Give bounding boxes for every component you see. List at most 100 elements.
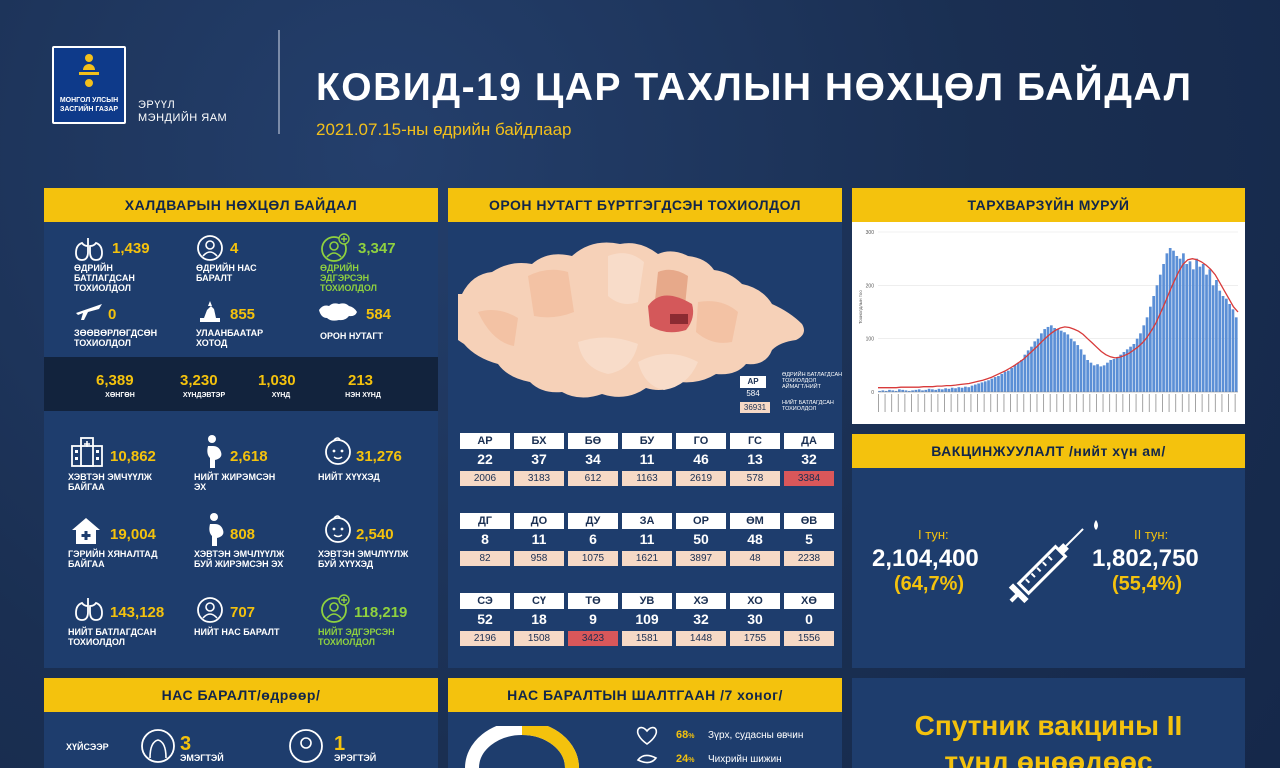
curve-bar	[1033, 341, 1037, 392]
female-deaths-label: ЭМЭГТЭЙ	[180, 753, 224, 763]
curve-bar	[1182, 253, 1185, 392]
curve-bar	[973, 384, 977, 392]
local-label: ОРОН НУТАГТ	[320, 331, 384, 341]
region-daily: 32	[693, 611, 709, 627]
curve-bar	[1142, 325, 1146, 392]
curve-bar	[1178, 258, 1182, 392]
x-tick-mark	[963, 394, 965, 412]
curve-bar	[921, 390, 924, 392]
curve-bar	[917, 389, 921, 392]
curve-bar	[1049, 325, 1053, 392]
children-label: НИЙТ ХҮҮХЭД	[318, 472, 380, 482]
legend-daily-label: ӨДРИЙН БАТЛАГДСАН ТОХИОЛДОЛ АЙМАГТ/НИЙТ	[782, 372, 843, 390]
logo-text: МОНГОЛ УЛСЫН ЗАСГИЙН ГАЗАР	[59, 97, 119, 113]
curve-bar	[884, 390, 888, 392]
region-total: 2619	[676, 471, 726, 486]
region-code: БӨ	[568, 433, 618, 449]
cause2-pct-value: 24	[676, 753, 689, 765]
page-title: КОВИД-19 ЦАР ТАХЛЫН НӨХЦӨЛ БАЙДАЛ	[316, 66, 1193, 109]
region-code: ХО	[730, 593, 780, 609]
y-tick-label: 300	[866, 230, 875, 236]
curve-bar	[898, 389, 901, 392]
imported-label: ЗӨӨВӨРЛӨГДСӨН ТОХИОЛДОЛ	[74, 328, 158, 348]
curve-bar	[1162, 264, 1165, 392]
mothers-value: 2,618	[230, 448, 268, 465]
curve-bar	[1185, 264, 1189, 392]
region-daily: 11	[639, 451, 655, 467]
curve-bar	[1218, 290, 1222, 392]
region-total: 578	[730, 471, 780, 486]
curve-bar	[1020, 360, 1023, 392]
region-daily: 34	[585, 451, 601, 467]
curve-bar	[1069, 338, 1073, 392]
x-tick-mark	[1089, 394, 1091, 412]
curve-bar	[990, 378, 994, 392]
home-care-value: 19,004	[110, 526, 156, 543]
trend-line	[878, 258, 1239, 389]
curve-bar	[1089, 362, 1093, 392]
curve-bar	[1086, 360, 1089, 392]
dose2-pct: (55,4%)	[1112, 573, 1183, 595]
x-tick-mark	[944, 394, 945, 412]
curve-bar	[1208, 269, 1212, 392]
header-divider	[278, 30, 280, 134]
region-total: 3183	[514, 471, 564, 486]
mothers-label: НИЙТ ЖИРЭМСЭН ЭХ	[194, 472, 276, 492]
region-code: ДГ	[460, 513, 510, 529]
dose2-label: II тун:	[1134, 527, 1169, 542]
vaccination-panel	[852, 434, 1245, 668]
x-tick-mark	[1023, 394, 1025, 412]
x-tick-mark	[1003, 394, 1005, 412]
curve-bar	[1010, 368, 1014, 392]
region-total: 1163	[622, 471, 672, 486]
x-tick-mark	[1029, 394, 1031, 412]
region-code: УВ	[622, 593, 672, 609]
curve-bar	[937, 388, 941, 392]
hospital-icon	[71, 437, 103, 467]
cause1-pct-value: 68	[676, 729, 689, 741]
sex-row-label: ХҮЙСЭЭР	[66, 742, 109, 752]
curve-bar	[1224, 298, 1228, 392]
ministry-name: ЭРҮҮЛ МЭНДИЙН ЯАМ	[138, 99, 228, 124]
region-total: 2196	[460, 631, 510, 646]
hospitalized-value: 10,862	[110, 448, 156, 465]
region-total: 1621	[622, 551, 672, 566]
region-total: 1448	[676, 631, 726, 646]
curve-bar	[1231, 309, 1235, 392]
curve-bar	[1099, 366, 1103, 392]
region-daily: 9	[589, 611, 597, 627]
region-code: ДА	[784, 433, 834, 449]
x-tick-mark	[1122, 394, 1124, 412]
region-daily: 37	[531, 451, 547, 467]
x-tick-mark	[1228, 394, 1229, 412]
region-total: 3423	[568, 631, 618, 646]
curve-bar	[1201, 264, 1205, 392]
x-tick-mark	[996, 394, 998, 412]
x-tick-mark	[1195, 394, 1196, 412]
region-daily: 11	[531, 531, 547, 547]
curve-bar	[911, 390, 914, 392]
curve-bar	[1023, 354, 1027, 392]
region-daily: 109	[635, 611, 659, 627]
region-total: 1075	[568, 551, 618, 566]
curve-bar	[983, 381, 987, 392]
x-tick-mark	[1109, 394, 1111, 412]
region-total: 1508	[514, 631, 564, 646]
region-daily: 30	[747, 611, 763, 627]
y-tick-label: 100	[866, 337, 875, 343]
male-deaths-value: 1	[334, 733, 346, 755]
severity-mild-value: 6,389	[96, 372, 134, 389]
x-tick-mark	[983, 394, 985, 412]
curve-bar	[924, 389, 928, 392]
daily-deaths-value: 4	[230, 240, 239, 257]
region-daily: 6	[589, 531, 597, 547]
cause1-pct: 68%	[676, 729, 694, 741]
cause2-label: Чихрийн шижин	[708, 754, 782, 765]
total-confirmed-label: НИЙТ БАТЛАГДСАН ТОХИОЛДОЛ	[68, 627, 157, 647]
region-code: АР	[460, 433, 510, 449]
region-total: 958	[514, 551, 564, 566]
x-tick-mark	[1201, 394, 1203, 412]
curve-bar	[1076, 345, 1080, 392]
region-total: 2006	[460, 471, 510, 486]
baby-icon	[325, 437, 351, 465]
